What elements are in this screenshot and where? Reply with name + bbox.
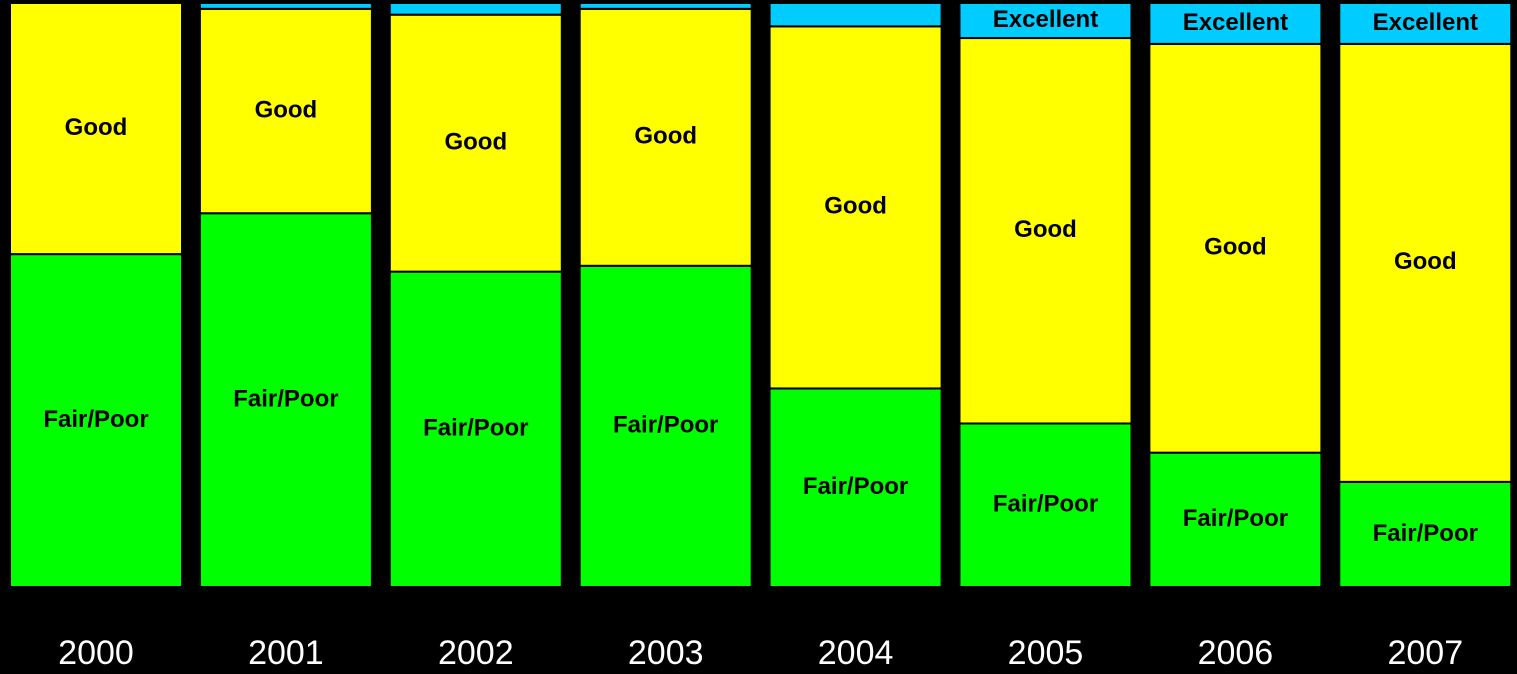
segment-label: Excellent [1373,9,1478,36]
bar-segment [958,37,1133,425]
bar-segment [578,7,753,267]
bar-segment [388,2,563,16]
x-tick-label: 2001 [248,634,324,672]
bar-segment [578,2,753,10]
bar-segment [388,270,563,588]
segment-label: Good [1394,248,1457,275]
segment-label: Good [65,114,128,141]
segment-label: Excellent [1183,9,1288,36]
segment-label: Good [255,96,318,123]
bar-segment [1148,2,1323,45]
bar-segment [768,2,943,28]
bar-segment [1148,42,1323,454]
x-tick-label: 2006 [1198,634,1274,672]
bar-segment [1338,42,1513,483]
segment-label: Fair/Poor [1183,505,1288,532]
segment-label: Excellent [993,6,1098,33]
segment-label: Fair/Poor [233,385,338,412]
segment-label: Fair/Poor [803,473,908,500]
x-tick-label: 2007 [1387,634,1463,672]
bar-segment [768,25,943,390]
bar-segment [198,7,373,215]
bar-segment [1338,480,1513,589]
segment-label: Good [824,193,887,220]
bar-segment [768,387,943,588]
x-tick-label: 2002 [438,634,514,672]
bar-segment [1338,2,1513,45]
segment-label: Fair/Poor [613,412,718,439]
x-tick-label: 2000 [58,634,134,672]
segment-label: Good [1014,216,1077,243]
x-tick-label: 2005 [1008,634,1084,672]
segment-label: Fair/Poor [1373,520,1478,547]
bar-segment [9,2,183,256]
segment-label: Good [1204,234,1267,261]
segment-label: Good [444,129,507,156]
bar-segment [958,422,1133,589]
segment-label: Fair/Poor [993,491,1098,518]
x-tick-label: 2003 [628,634,704,672]
bar-segment [578,264,753,588]
bar-segment [9,253,183,588]
bar-segment [198,2,373,10]
segment-label: Fair/Poor [43,406,148,433]
bar-segment [388,13,563,273]
segment-label: Good [634,123,697,150]
segment-label: Fair/Poor [423,415,528,442]
bar-segment [958,2,1133,40]
x-tick-label: 2004 [818,634,894,672]
